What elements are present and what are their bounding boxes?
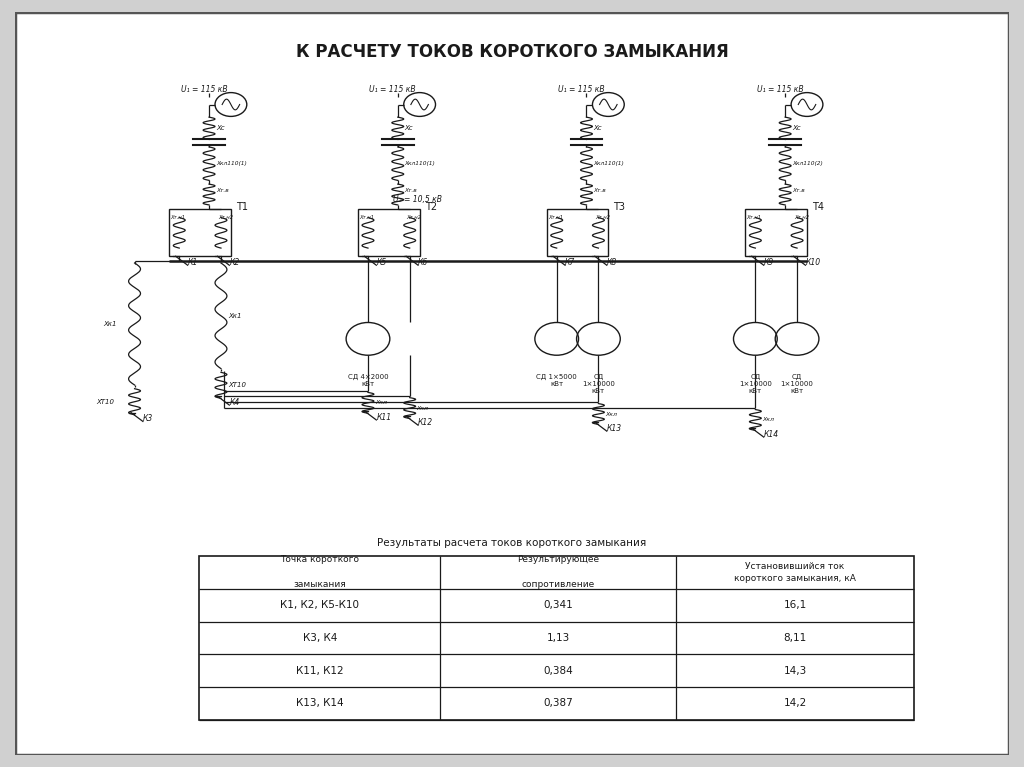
Text: К10: К10: [806, 258, 820, 267]
Text: К2: К2: [229, 258, 240, 267]
Text: Точка короткого

замыкания: Точка короткого замыкания: [281, 555, 359, 590]
Text: 14,3: 14,3: [783, 666, 807, 676]
Text: К3: К3: [143, 414, 154, 423]
Text: T4: T4: [812, 202, 824, 212]
Text: Результирующее

сопротивление: Результирующее сопротивление: [517, 555, 599, 590]
Bar: [745, 209, 807, 255]
Text: СД
1×10000
кВт: СД 1×10000 кВт: [739, 374, 772, 394]
Text: Xт.н2: Xт.н2: [794, 215, 809, 219]
Bar: [199, 556, 914, 719]
Text: Xc: Xc: [594, 125, 602, 131]
Text: 14,2: 14,2: [783, 699, 807, 709]
Text: 0,384: 0,384: [544, 666, 573, 676]
Text: К1, К2, К5-К10: К1, К2, К5-К10: [281, 601, 359, 611]
Text: Xт.в: Xт.в: [793, 188, 805, 193]
Text: К РАСЧЕТУ ТОКОВ КОРОТКОГО ЗАМЫКАНИЯ: К РАСЧЕТУ ТОКОВ КОРОТКОГО ЗАМЫКАНИЯ: [296, 44, 728, 61]
Text: Xкл110(1): Xкл110(1): [216, 161, 247, 166]
Text: Xкл: Xкл: [762, 417, 774, 423]
Text: Xт.н2: Xт.н2: [595, 215, 610, 219]
Text: XТ10: XТ10: [96, 399, 115, 405]
Text: К13: К13: [607, 424, 622, 433]
Text: СД 1×5000
кВт: СД 1×5000 кВт: [537, 374, 578, 387]
Text: XТ10: XТ10: [228, 383, 246, 388]
Bar: [547, 209, 608, 255]
Text: U₁ = 115 кВ: U₁ = 115 кВ: [181, 85, 227, 94]
Text: К9: К9: [764, 258, 774, 267]
FancyBboxPatch shape: [15, 12, 1009, 755]
Text: Xт.н2: Xт.н2: [218, 215, 233, 219]
Text: К7: К7: [565, 258, 575, 267]
Text: СД 4×2000
кВт: СД 4×2000 кВт: [348, 374, 388, 387]
Text: К4: К4: [229, 398, 240, 407]
Text: T1: T1: [236, 202, 248, 212]
Text: СД
1×10000
кВт: СД 1×10000 кВт: [780, 374, 813, 394]
Text: Xт.н1: Xт.н1: [170, 215, 185, 219]
Text: К13, К14: К13, К14: [296, 699, 344, 709]
Text: Xкл: Xкл: [605, 412, 617, 416]
Text: T2: T2: [425, 202, 436, 212]
Text: Установившийся ток
короткого замыкания, кА: Установившийся ток короткого замыкания, …: [734, 561, 856, 583]
Text: К11, К12: К11, К12: [296, 666, 344, 676]
Text: T3: T3: [613, 202, 626, 212]
Text: К14: К14: [764, 430, 779, 439]
Text: К3, К4: К3, К4: [303, 633, 337, 643]
Text: U₁ = 115 кВ: U₁ = 115 кВ: [558, 85, 605, 94]
Text: 0,387: 0,387: [544, 699, 573, 709]
Text: К8: К8: [607, 258, 617, 267]
Text: Xкл110(2): Xкл110(2): [793, 161, 823, 166]
Text: 16,1: 16,1: [783, 601, 807, 611]
Text: Xc: Xc: [793, 125, 801, 131]
Text: Xт.н1: Xт.н1: [746, 215, 762, 219]
Text: Xк1: Xк1: [103, 321, 117, 327]
Text: К11: К11: [376, 413, 391, 422]
Text: U₁ = 115 кВ: U₁ = 115 кВ: [757, 85, 804, 94]
Text: Xкл110(1): Xкл110(1): [404, 161, 435, 166]
Text: 1,13: 1,13: [547, 633, 569, 643]
Text: Xкл: Xкл: [417, 406, 429, 410]
Bar: [169, 209, 230, 255]
Text: Результаты расчета токов короткого замыкания: Результаты расчета токов короткого замык…: [378, 538, 646, 548]
Text: К6: К6: [418, 258, 428, 267]
Text: 0,341: 0,341: [544, 601, 573, 611]
Text: U₂ = 10,5 кВ: U₂ = 10,5 кВ: [393, 196, 441, 204]
Text: К12: К12: [418, 418, 433, 427]
Text: Xт.в: Xт.в: [404, 188, 418, 193]
Text: Xт.в: Xт.в: [216, 188, 228, 193]
Text: К1: К1: [187, 258, 198, 267]
Text: Xкл: Xкл: [375, 400, 387, 405]
Text: К5: К5: [376, 258, 387, 267]
Text: Xт.в: Xт.в: [594, 188, 606, 193]
Text: Xк1: Xк1: [228, 313, 242, 319]
Bar: [358, 209, 420, 255]
Text: Xт.н1: Xт.н1: [359, 215, 374, 219]
Text: Xт.н2: Xт.н2: [407, 215, 422, 219]
Text: 8,11: 8,11: [783, 633, 807, 643]
Text: U₁ = 115 кВ: U₁ = 115 кВ: [370, 85, 416, 94]
Text: Xкл110(1): Xкл110(1): [594, 161, 625, 166]
Text: Xc: Xc: [216, 125, 224, 131]
Text: СД
1×10000
кВт: СД 1×10000 кВт: [582, 374, 614, 394]
Text: Xc: Xc: [404, 125, 414, 131]
Text: Xт.н1: Xт.н1: [548, 215, 563, 219]
